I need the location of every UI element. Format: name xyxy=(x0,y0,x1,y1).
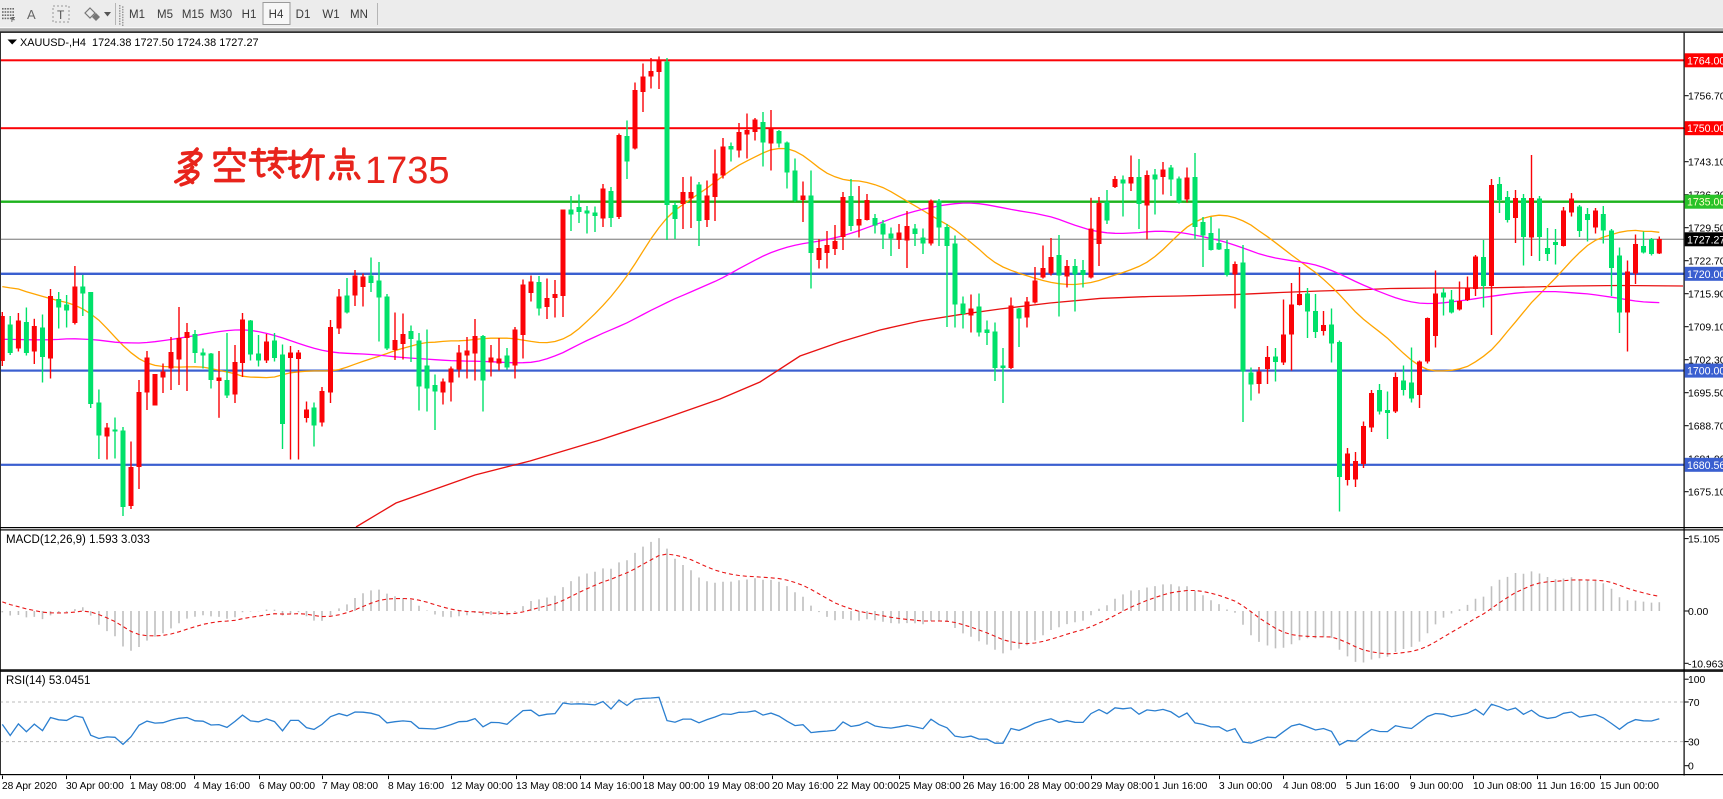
svg-text:T: T xyxy=(57,8,65,22)
svg-text:29 May 08:00: 29 May 08:00 xyxy=(1091,781,1153,792)
svg-text:1 Jun 16:00: 1 Jun 16:00 xyxy=(1154,781,1208,792)
svg-text:M30: M30 xyxy=(210,9,232,21)
svg-text:D1: D1 xyxy=(296,9,311,21)
svg-text:1722.70: 1722.70 xyxy=(1688,257,1723,268)
svg-text:1750.00: 1750.00 xyxy=(1687,123,1723,135)
svg-text:1715.90: 1715.90 xyxy=(1688,290,1723,301)
svg-text:1680.56: 1680.56 xyxy=(1687,460,1723,472)
svg-text:5 Jun 16:00: 5 Jun 16:00 xyxy=(1346,781,1400,792)
svg-text:1688.70: 1688.70 xyxy=(1688,422,1723,433)
svg-text:70: 70 xyxy=(1688,698,1700,709)
svg-text:8 May 16:00: 8 May 16:00 xyxy=(388,781,444,792)
svg-text:M5: M5 xyxy=(157,9,173,21)
svg-text:H4: H4 xyxy=(269,9,284,21)
svg-text:MN: MN xyxy=(350,9,368,21)
svg-text:28 Apr 2020: 28 Apr 2020 xyxy=(2,781,57,792)
svg-text:13 May 08:00: 13 May 08:00 xyxy=(516,781,578,792)
svg-text:4 May 16:00: 4 May 16:00 xyxy=(194,781,250,792)
svg-text:MACD(12,26,9) 1.593 3.033: MACD(12,26,9) 1.593 3.033 xyxy=(6,534,150,546)
svg-text:1743.10: 1743.10 xyxy=(1688,158,1723,169)
svg-text:M1: M1 xyxy=(129,9,145,21)
svg-text:H1: H1 xyxy=(242,9,257,21)
svg-text:1709.10: 1709.10 xyxy=(1688,323,1723,334)
svg-text:1756.70: 1756.70 xyxy=(1688,92,1723,103)
svg-text:1702.30: 1702.30 xyxy=(1688,356,1723,367)
svg-text:-10.963: -10.963 xyxy=(1688,659,1723,670)
svg-text:XAUUSD-,H4 1724.38 1727.50 17: XAUUSD-,H4 1724.38 1727.50 1724.38 1727.… xyxy=(20,37,259,49)
svg-text:6 May 00:00: 6 May 00:00 xyxy=(259,781,315,792)
svg-text:19 May 08:00: 19 May 08:00 xyxy=(708,781,770,792)
svg-text:30 Apr 00:00: 30 Apr 00:00 xyxy=(66,781,124,792)
svg-text:100: 100 xyxy=(1688,675,1706,686)
svg-text:1720.00: 1720.00 xyxy=(1687,269,1723,281)
svg-text:25 May 08:00: 25 May 08:00 xyxy=(899,781,961,792)
svg-text:9 Jun 00:00: 9 Jun 00:00 xyxy=(1410,781,1464,792)
svg-text:0: 0 xyxy=(1688,762,1694,773)
svg-text:18 May 00:00: 18 May 00:00 xyxy=(643,781,705,792)
svg-text:1675.10: 1675.10 xyxy=(1688,488,1723,499)
svg-text:4 Jun 08:00: 4 Jun 08:00 xyxy=(1283,781,1337,792)
svg-text:15.105: 15.105 xyxy=(1688,535,1720,546)
svg-text:1700.00: 1700.00 xyxy=(1687,366,1723,378)
svg-text:7 May 08:00: 7 May 08:00 xyxy=(322,781,378,792)
svg-text:0.00: 0.00 xyxy=(1688,607,1708,618)
svg-text:M15: M15 xyxy=(182,9,204,21)
svg-text:30: 30 xyxy=(1688,738,1700,749)
svg-text:1695.50: 1695.50 xyxy=(1688,389,1723,400)
svg-text:F: F xyxy=(11,17,15,24)
svg-text:1735: 1735 xyxy=(365,150,450,192)
svg-text:14 May 16:00: 14 May 16:00 xyxy=(580,781,642,792)
svg-text:W1: W1 xyxy=(322,9,339,21)
svg-text:1735.00: 1735.00 xyxy=(1687,197,1723,209)
svg-text:22 May 00:00: 22 May 00:00 xyxy=(837,781,899,792)
svg-text:1 May 08:00: 1 May 08:00 xyxy=(130,781,186,792)
svg-text:20 May 16:00: 20 May 16:00 xyxy=(772,781,834,792)
svg-text:1729.50: 1729.50 xyxy=(1688,224,1723,235)
svg-text:1764.00: 1764.00 xyxy=(1687,55,1723,67)
svg-text:3 Jun 00:00: 3 Jun 00:00 xyxy=(1219,781,1273,792)
svg-text:1727.27: 1727.27 xyxy=(1687,234,1723,246)
svg-text:12 May 00:00: 12 May 00:00 xyxy=(451,781,513,792)
svg-text:RSI(14) 53.0451: RSI(14) 53.0451 xyxy=(6,675,90,687)
svg-text:A: A xyxy=(27,7,36,22)
svg-text:11 Jun 16:00: 11 Jun 16:00 xyxy=(1537,781,1595,792)
svg-text:15 Jun 00:00: 15 Jun 00:00 xyxy=(1600,781,1659,792)
svg-text:28 May 00:00: 28 May 00:00 xyxy=(1028,781,1090,792)
svg-text:26 May 16:00: 26 May 16:00 xyxy=(963,781,1025,792)
svg-text:10 Jun 08:00: 10 Jun 08:00 xyxy=(1473,781,1532,792)
